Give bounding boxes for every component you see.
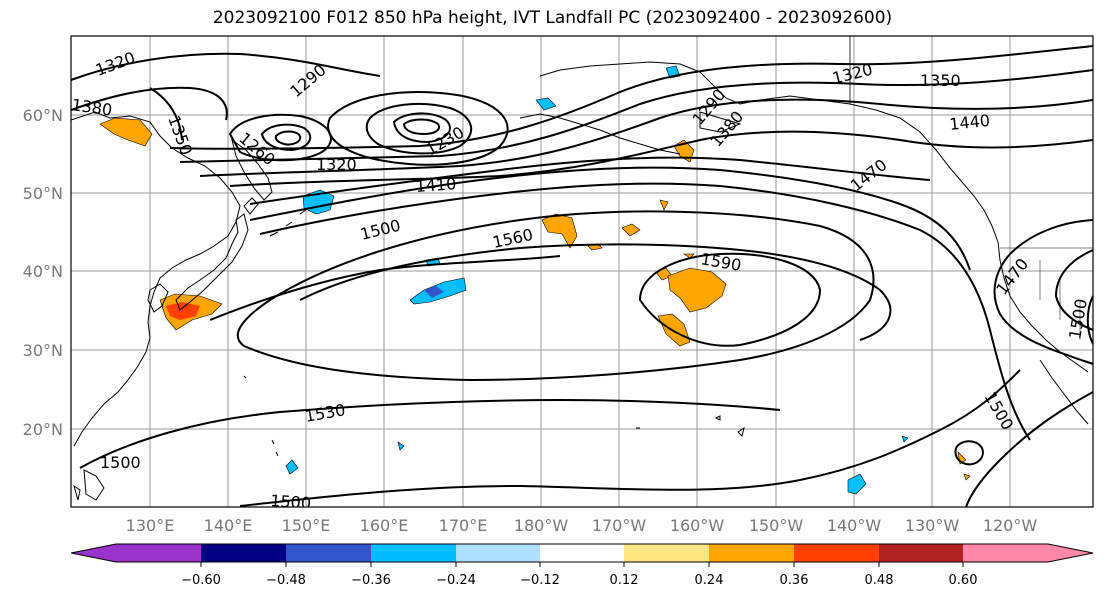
colorbar-segment [709, 544, 794, 562]
colorbar-segment [963, 544, 1048, 562]
lon-tick-label: 160°E [360, 516, 409, 535]
colorbar-tick-label: 0.48 [865, 573, 894, 588]
colorbar-segment [624, 544, 709, 562]
lon-tick-label: 130°W [905, 516, 960, 535]
colorbar-segment [201, 544, 286, 562]
contour-label: 1320 [316, 155, 357, 174]
lon-tick-label: 160°W [670, 516, 725, 535]
lon-tick-label: 130°E [126, 516, 175, 535]
colorbar-tick-label: 0.36 [780, 573, 809, 588]
colorbar-segment [371, 544, 456, 562]
colorbar-tick-label: 0.24 [695, 573, 724, 588]
colorbar-segment [286, 544, 371, 562]
lon-tick-label: 140°E [204, 516, 253, 535]
colorbar: −0.60 −0.48 −0.36 −0.24 −0.12 0.12 0.24 … [70, 543, 1094, 588]
lon-tick-label: 170°W [592, 516, 647, 535]
latitude-labels: 20°N 30°N 40°N 50°N 60°N [23, 106, 63, 439]
lat-tick-label: 40°N [23, 262, 63, 281]
colorbar-segment [116, 544, 201, 562]
map-frame [70, 35, 1094, 508]
lon-tick-label: 120°W [983, 516, 1038, 535]
contour-label: 1500 [100, 453, 141, 472]
lat-tick-label: 60°N [23, 106, 63, 125]
lat-tick-label: 50°N [23, 184, 63, 203]
colorbar-segment [540, 544, 624, 562]
lon-tick-label: 150°E [282, 516, 331, 535]
height-contours [71, 45, 1093, 507]
colorbar-ticks [200, 562, 964, 567]
lat-tick-label: 20°N [23, 420, 63, 439]
colorbar-tick-label: −0.60 [181, 573, 221, 588]
lon-tick-label: 170°E [439, 516, 488, 535]
colorbar-tick-label: −0.24 [436, 573, 476, 588]
colorbar-segment [456, 544, 540, 562]
colorbar-tick-label: −0.12 [520, 573, 560, 588]
colorbar-segment [879, 544, 963, 562]
colorbar-tick-label: −0.36 [351, 573, 391, 588]
lon-tick-label: 150°W [749, 516, 804, 535]
contour-label: 1350 [920, 71, 961, 90]
contour-label: 1440 [948, 111, 990, 134]
contour-label: 1500 [270, 491, 312, 513]
colorbar-tick-label: −0.48 [266, 573, 306, 588]
colorbar-outline [70, 543, 1094, 563]
colorbar-tick-label: 0.12 [610, 573, 639, 588]
lon-tick-label: 140°W [827, 516, 882, 535]
colorbar-tick-label: 0.60 [949, 573, 978, 588]
lat-tick-label: 30°N [23, 341, 63, 360]
lon-tick-label: 180°W [514, 516, 569, 535]
colorbar-extend-right [1048, 544, 1093, 562]
colorbar-extend-left [71, 544, 116, 562]
contour-label: 1410 [415, 174, 457, 196]
map-title: 2023092100 F012 850 hPa height, IVT Land… [212, 8, 893, 28]
colorbar-segment [794, 544, 879, 562]
longitude-labels: 130°E 140°E 150°E 160°E 170°E 180°W 170°… [126, 516, 1038, 535]
